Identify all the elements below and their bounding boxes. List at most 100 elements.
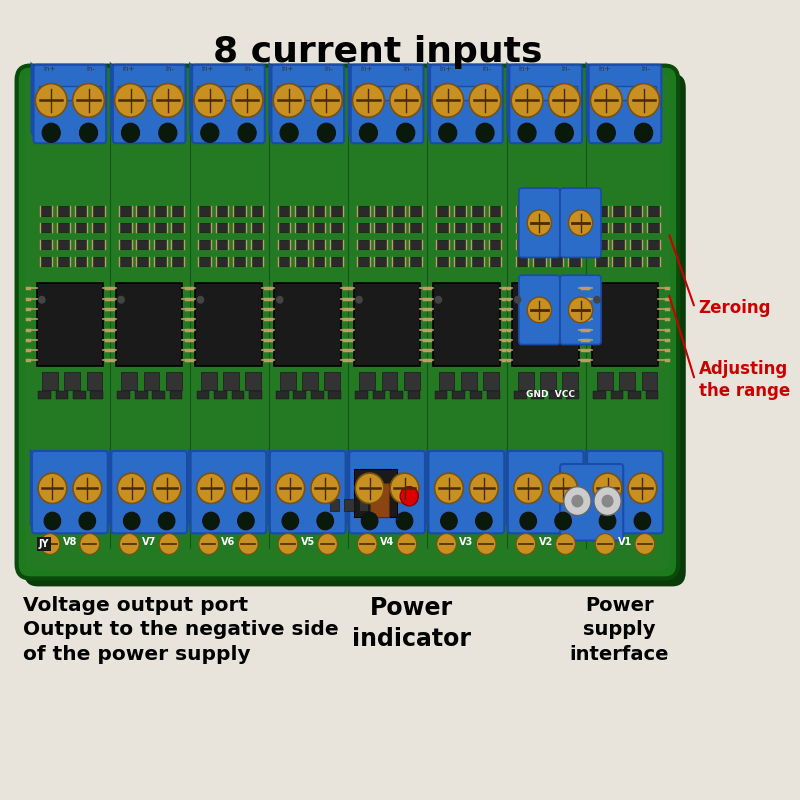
Bar [295,223,308,233]
Bar [313,257,326,266]
Bar [198,206,211,215]
Bar [647,257,660,266]
Bar [325,372,340,390]
Circle shape [310,84,342,118]
Bar [249,391,262,399]
Circle shape [527,297,551,322]
Bar [515,223,528,233]
Circle shape [362,512,378,530]
Bar [471,257,484,266]
Bar [374,206,387,215]
Bar [612,240,625,250]
Circle shape [118,296,125,304]
Bar [610,391,623,399]
Polygon shape [189,62,195,140]
Bar [154,257,166,266]
Polygon shape [188,449,194,530]
Bar [630,240,642,250]
Circle shape [437,534,456,554]
Circle shape [434,296,442,304]
Circle shape [119,534,139,554]
Bar [57,240,70,250]
Bar [454,257,466,266]
Bar [277,86,339,100]
Bar [515,206,528,215]
Bar [166,372,182,390]
Polygon shape [348,62,354,140]
Bar [171,240,184,250]
Text: In-: In- [86,66,95,72]
Bar [355,391,368,399]
Bar [359,372,375,390]
Circle shape [476,123,494,142]
Circle shape [390,473,419,503]
Bar [154,240,166,250]
Bar [374,223,387,233]
Bar [515,240,528,250]
Bar [454,240,466,250]
Bar [154,206,166,215]
Bar [90,391,103,399]
Bar [533,206,546,215]
FancyBboxPatch shape [34,65,106,143]
Text: In+: In+ [439,66,452,72]
Bar [595,223,607,233]
Bar [73,391,86,399]
Circle shape [520,512,537,530]
Text: V4: V4 [380,537,394,547]
Bar [489,206,502,215]
Bar [436,206,449,215]
FancyBboxPatch shape [271,65,344,143]
Circle shape [434,473,463,503]
Bar [152,391,165,399]
Circle shape [598,123,615,142]
Bar [234,223,246,233]
Bar [92,223,105,233]
Bar [330,257,342,266]
Bar [250,206,263,215]
Bar [330,240,342,250]
Text: V7: V7 [142,537,156,547]
Bar [392,257,405,266]
Circle shape [40,534,60,554]
Bar [533,257,546,266]
Bar [357,206,370,215]
Circle shape [238,512,254,530]
Bar [216,223,229,233]
Circle shape [602,494,614,507]
Circle shape [159,534,179,554]
Circle shape [527,210,551,235]
Circle shape [73,84,104,118]
Bar [374,240,387,250]
Circle shape [38,473,66,503]
Bar [313,240,326,250]
Bar [357,223,370,233]
FancyBboxPatch shape [560,275,601,345]
Bar [42,372,58,390]
Bar [438,372,454,390]
Circle shape [79,123,98,142]
FancyBboxPatch shape [510,65,582,143]
Bar [356,86,418,100]
Bar [454,206,466,215]
Circle shape [594,486,621,515]
Bar [234,257,246,266]
Circle shape [635,534,654,554]
Bar [278,206,290,215]
Circle shape [432,84,463,118]
Circle shape [595,534,615,554]
Bar [612,223,625,233]
Bar [116,283,182,366]
Circle shape [571,494,583,507]
Bar [592,283,658,366]
Bar [410,240,422,250]
Bar [612,257,625,266]
FancyBboxPatch shape [32,451,108,534]
Circle shape [358,534,377,554]
Bar [344,498,354,510]
Circle shape [282,512,298,530]
Bar [568,257,581,266]
Text: Adjusting
the range: Adjusting the range [698,359,790,401]
Bar [595,257,607,266]
Bar [330,206,342,215]
